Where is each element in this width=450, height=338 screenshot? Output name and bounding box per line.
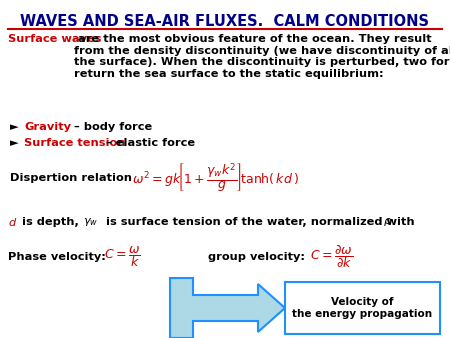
- Text: Gravity: Gravity: [24, 122, 71, 132]
- Text: are the most obvious feature of the ocean. They result
from the density disconti: are the most obvious feature of the ocea…: [74, 34, 450, 79]
- Text: Surface waves: Surface waves: [8, 34, 102, 44]
- Text: ►: ►: [10, 138, 19, 148]
- Text: $\gamma_w$: $\gamma_w$: [83, 216, 98, 228]
- Text: $d$: $d$: [8, 216, 17, 228]
- Text: Phase velocity:: Phase velocity:: [8, 252, 106, 262]
- Text: WAVES AND SEA-AIR FLUXES.  CALM CONDITIONS: WAVES AND SEA-AIR FLUXES. CALM CONDITION…: [21, 14, 429, 29]
- Text: is depth,: is depth,: [18, 217, 83, 227]
- Text: – elastic force: – elastic force: [102, 138, 195, 148]
- FancyBboxPatch shape: [285, 282, 440, 334]
- Text: – body force: – body force: [70, 122, 152, 132]
- Polygon shape: [170, 278, 285, 338]
- Text: Dispertion relation: Dispertion relation: [10, 173, 132, 183]
- Text: ►: ►: [10, 122, 19, 132]
- Text: $C = \dfrac{\omega}{k}$: $C = \dfrac{\omega}{k}$: [104, 245, 140, 269]
- Text: $\omega^2 = gk\!\left[1+\dfrac{\gamma_w k^2}{g}\right]\!\tanh(\,kd\,)$: $\omega^2 = gk\!\left[1+\dfrac{\gamma_w …: [131, 161, 298, 195]
- Text: is surface tension of the water, normalized with: is surface tension of the water, normali…: [102, 217, 418, 227]
- Text: Velocity of
the energy propagation: Velocity of the energy propagation: [292, 297, 432, 319]
- Text: Surface tension: Surface tension: [24, 138, 126, 148]
- Text: $C = \dfrac{\partial\omega}{\partial k}$: $C = \dfrac{\partial\omega}{\partial k}$: [310, 244, 353, 270]
- Text: group velocity:: group velocity:: [208, 252, 305, 262]
- Text: $\rho$: $\rho$: [383, 216, 392, 228]
